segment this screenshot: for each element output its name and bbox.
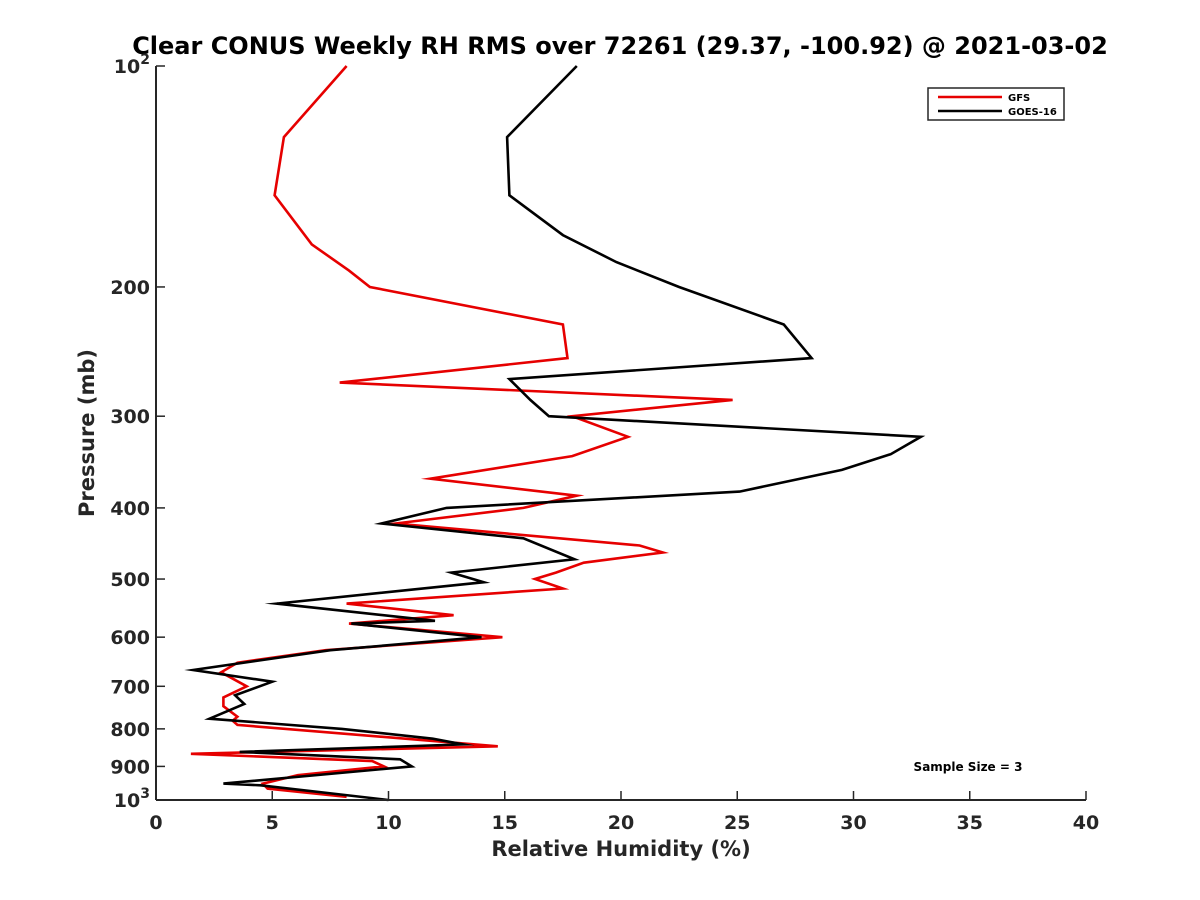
x-axis-label: Relative Humidity (%) bbox=[491, 837, 750, 861]
x-tick-label: 0 bbox=[149, 812, 162, 834]
y-axis-ticks: 102 200 300 400 500 600 700 800 900 103 bbox=[110, 52, 165, 812]
x-tick-label: 40 bbox=[1073, 812, 1099, 834]
y-tick-label: 200 bbox=[110, 277, 150, 299]
legend-box bbox=[927, 87, 1065, 121]
legend: GFS GOES-16 bbox=[927, 87, 1065, 121]
y-tick-label: 800 bbox=[110, 719, 150, 741]
y-axis-label: Pressure (mb) bbox=[75, 349, 99, 517]
y-tick-label: 500 bbox=[110, 569, 150, 591]
x-tick-label: 15 bbox=[492, 812, 518, 834]
y-tick-label: 900 bbox=[110, 756, 150, 778]
series-line-goes-16 bbox=[184, 65, 926, 802]
plot-series bbox=[184, 65, 926, 802]
x-tick-label: 10 bbox=[375, 812, 401, 834]
x-tick-label: 35 bbox=[957, 812, 983, 834]
sample-size-annotation: Sample Size = 3 bbox=[914, 760, 1023, 774]
x-tick-label: 20 bbox=[608, 812, 634, 834]
y-tick-label: 103 bbox=[114, 786, 150, 812]
y-tick-label: 102 bbox=[114, 52, 150, 78]
x-tick-label: 30 bbox=[840, 812, 866, 834]
series-line-gfs bbox=[190, 65, 733, 799]
y-tick-label: 400 bbox=[110, 498, 150, 520]
x-axis-ticks: 0 5 10 15 20 25 30 35 40 bbox=[149, 791, 1099, 834]
legend-label-gfs: GFS bbox=[1008, 93, 1030, 104]
x-tick-label: 5 bbox=[266, 812, 279, 834]
y-tick-label: 300 bbox=[110, 406, 150, 428]
x-tick-label: 25 bbox=[724, 812, 750, 834]
legend-label-goes16: GOES-16 bbox=[1008, 107, 1057, 118]
y-tick-label: 600 bbox=[110, 627, 150, 649]
y-tick-label: 700 bbox=[110, 676, 150, 698]
chart-title: Clear CONUS Weekly RH RMS over 72261 (29… bbox=[132, 32, 1108, 60]
